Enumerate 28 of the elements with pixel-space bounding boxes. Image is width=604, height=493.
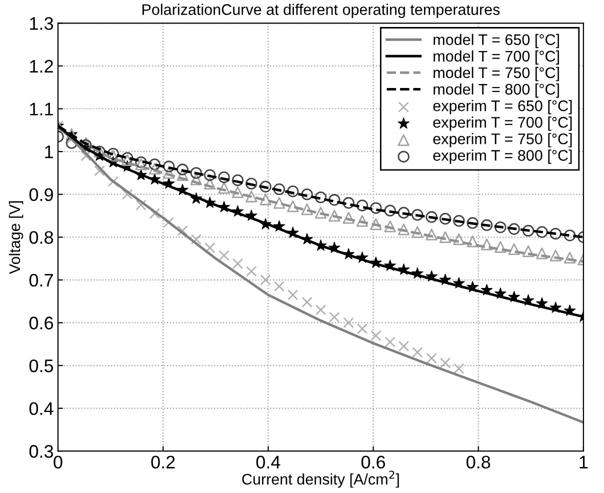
x-tick-label: 0.2 [151, 456, 175, 469]
y-tick-label: 0.8 [29, 231, 54, 244]
y-tick-label: 1.2 [30, 60, 53, 73]
x-tick-label: 0.6 [361, 456, 386, 469]
legend-label: experim T = 650 [°C] [433, 100, 572, 114]
y-tick-label: 0.3 [29, 445, 54, 458]
y-tick-label: 0.9 [29, 188, 53, 202]
y-tick-label: 0.7 [29, 274, 53, 287]
legend-label: experim T = 800 [°C] [433, 150, 572, 164]
chart-title: PolarizationCurve at different operating temperatures [142, 4, 500, 18]
x-tick-label: 1 [580, 456, 588, 468]
y-tick-label: 0.6 [29, 316, 54, 330]
y-tick-label: 0.5 [29, 359, 54, 372]
y-axis-title: Voltage [V] [8, 201, 24, 274]
legend-label: experim T = 750 [°C] [433, 133, 572, 148]
y-tick-label: 1.3 [30, 17, 54, 30]
x-tick-label: 0.4 [256, 456, 280, 469]
legend-label: experim T = 700 [°C] [433, 116, 572, 131]
x-tick-label: 0 [54, 456, 62, 469]
legend-label: model T = 800 [°C] [434, 83, 559, 98]
legend-label: model T = 750 [°C] [434, 66, 559, 82]
y-tick-label: 0.4 [29, 402, 54, 416]
x-axis-title: Current density [A/cm$^{2}$] [242, 470, 399, 488]
y-tick-label: 1 [45, 146, 53, 158]
legend-label: model T = 700 [°C] [434, 50, 559, 65]
y-tick-label: 1.1 [30, 102, 53, 116]
x-tick-label: 0.8 [466, 456, 490, 469]
legend-label: model T = 650 [°C] [434, 34, 559, 48]
